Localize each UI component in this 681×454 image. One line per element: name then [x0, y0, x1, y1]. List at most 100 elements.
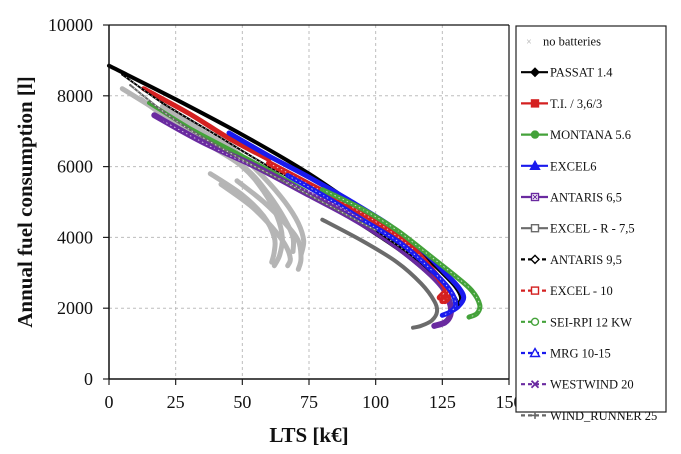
- series-marker-pattern: [439, 289, 450, 302]
- legend-marker-square: [530, 223, 540, 233]
- data-point: [297, 268, 300, 271]
- legend-marker-x: ×: [526, 37, 532, 48]
- data-point: [449, 303, 452, 306]
- series-excel-r-7-5: [320, 217, 440, 330]
- legend-label: WIND_RUNNER 25: [550, 409, 657, 423]
- legend-item: EXCEL - R - 7,5: [521, 222, 635, 236]
- y-tick-label: 0: [84, 369, 93, 389]
- data-point: [262, 176, 265, 179]
- series-marker-pattern: [162, 120, 363, 221]
- data-point: [121, 87, 124, 90]
- data-point: [283, 243, 287, 246]
- legend-item: PASSAT 1.4: [521, 66, 613, 80]
- y-tick-label: 8000: [57, 86, 93, 106]
- data-point: [321, 218, 324, 221]
- legend-label: PASSAT 1.4: [550, 66, 613, 80]
- series-line: [141, 86, 272, 162]
- data-point: [302, 239, 305, 243]
- legend-item: ANTARIS 9,5: [521, 253, 622, 267]
- legend-label: T.I. / 3,6/3: [550, 97, 602, 111]
- series-line: [436, 287, 452, 305]
- data-point: [438, 296, 441, 299]
- legend-item: MONTANA 5.6: [521, 128, 631, 142]
- series-line: [159, 103, 307, 258]
- data-point: [227, 151, 231, 154]
- data-point: [387, 229, 391, 232]
- legend-item: EXCEL - 10: [521, 284, 613, 298]
- data-point: [214, 147, 217, 151]
- y-tick-label: 6000: [57, 157, 93, 177]
- x-tick-label: 25: [167, 392, 185, 412]
- data-point: [262, 200, 265, 204]
- data-point: [297, 222, 300, 225]
- data-point: [401, 243, 404, 246]
- data-point: [283, 200, 287, 204]
- data-point: [161, 119, 164, 122]
- data-point: [153, 114, 156, 117]
- legend-label: EXCEL6: [550, 159, 597, 173]
- data-point: [267, 193, 271, 197]
- data-point: [270, 260, 273, 264]
- data-point: [435, 310, 439, 313]
- legend-marker-circle: [530, 130, 540, 139]
- data-point: [281, 179, 284, 182]
- data-point: [246, 168, 249, 172]
- data-point: [307, 176, 311, 179]
- x-tick-label: 50: [233, 392, 251, 412]
- data-point: [283, 222, 287, 225]
- series-line: [129, 84, 377, 232]
- data-point: [219, 183, 223, 186]
- data-point: [441, 299, 444, 303]
- data-point: [443, 271, 447, 274]
- data-point: [174, 98, 177, 101]
- data-point: [291, 250, 295, 253]
- data-point: [321, 197, 324, 200]
- gridlines: [109, 25, 509, 379]
- legend-marker-triangle: [529, 159, 541, 171]
- legend-item: SEI-RPI 12 KW: [521, 315, 632, 329]
- data-point: [446, 296, 449, 299]
- data-point: [433, 299, 436, 303]
- series-sei-rpi-12-kw: [319, 187, 483, 320]
- series-group: [107, 63, 483, 330]
- x-tick-label: 100: [362, 392, 389, 412]
- legend-label: MRG 10-15: [550, 347, 611, 361]
- legend-label: SEI-RPI 12 KW: [550, 315, 632, 329]
- data-point: [419, 324, 423, 328]
- legend-marker-x: [530, 380, 540, 389]
- data-point: [278, 253, 281, 257]
- data-point: [297, 239, 300, 243]
- data-point: [267, 154, 271, 158]
- data-point: [395, 229, 399, 232]
- data-point: [249, 204, 252, 207]
- data-point: [139, 98, 143, 101]
- data-point: [267, 161, 271, 165]
- legend-label: no batteries: [543, 35, 601, 49]
- series-wind-runner-25: [129, 83, 377, 232]
- legend-marker-square: [530, 286, 540, 295]
- data-point: [361, 218, 364, 221]
- data-point: [201, 130, 204, 133]
- data-point: [433, 324, 436, 328]
- data-point: [209, 172, 212, 175]
- series-mrg-10-15: [285, 173, 459, 318]
- data-point: [241, 133, 244, 136]
- x-tick-label: 125: [429, 392, 456, 412]
- y-tick-label: 10000: [48, 15, 93, 35]
- data-point: [475, 312, 479, 315]
- data-point: [286, 174, 289, 177]
- data-point: [321, 193, 324, 197]
- data-point: [454, 275, 457, 278]
- series-t-i-3-6-3: [141, 86, 272, 162]
- data-point: [411, 326, 415, 329]
- axes: [103, 24, 510, 385]
- data-point: [419, 264, 423, 267]
- legend-box: [515, 25, 667, 413]
- y-tick-label: 2000: [57, 298, 93, 318]
- data-point: [361, 207, 364, 211]
- legend-marker-diamond: [530, 254, 540, 265]
- data-point: [395, 260, 399, 264]
- legend: × no batteries PASSAT 1.4 T.I. / 3,6/3 MONTA…: [515, 25, 667, 423]
- data-point: [161, 101, 164, 105]
